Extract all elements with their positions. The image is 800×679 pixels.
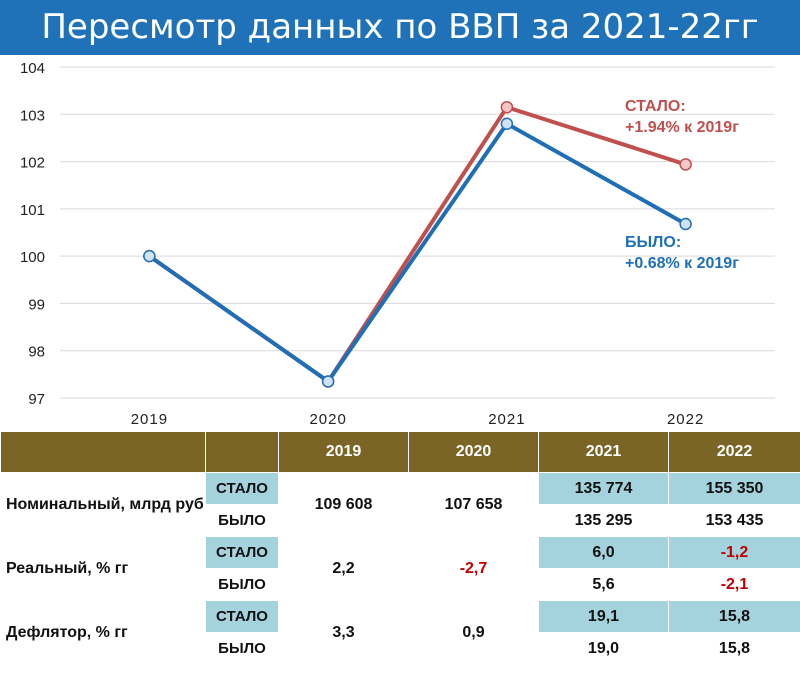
table-row: Реальный, % гг СТАЛО 2,2 -2,7 6,0 -1,2 <box>0 536 800 601</box>
data-point <box>321 375 335 388</box>
cell-deflator-2022-stalo: 15,8 <box>668 600 800 633</box>
cell-real-2020: -2,7 <box>408 536 539 601</box>
cell-real-2022-bylo: -2,1 <box>668 568 800 601</box>
status-stalo: СТАЛО <box>205 536 279 569</box>
header-year-2019: 2019 <box>278 431 409 473</box>
y-tick-label: 97 <box>28 391 45 408</box>
annotation-bylo: +0.68% к 2019г <box>625 255 739 272</box>
status-bylo: БЫЛО <box>205 568 279 601</box>
header-year-2020: 2020 <box>408 431 539 473</box>
series-line-stalo <box>148 105 687 384</box>
data-point <box>500 117 514 130</box>
annotation-bylo: БЫЛО: <box>625 234 681 251</box>
gdp-revision-table: 2019 2020 2021 2022 Номинальный, млрд ру… <box>0 431 800 665</box>
data-point <box>679 158 692 171</box>
table-row: БЫЛО 19,0 15,8 <box>1 632 800 665</box>
cell-real-2021-stalo: 6,0 <box>538 536 669 569</box>
cell-deflator-2021-stalo: 19,1 <box>538 600 669 633</box>
data-point <box>679 217 692 231</box>
cell-deflator-2022-bylo: 15,8 <box>668 632 800 665</box>
cell-deflator-2019: 3,3 <box>278 600 409 665</box>
series-line-bylo <box>148 121 687 384</box>
status-bylo: БЫЛО <box>205 632 279 665</box>
y-tick-label: 100 <box>20 249 45 266</box>
table-row: Дефлятор, % гг СТАЛО 3,3 0,9 19,1 15,8 <box>0 600 800 665</box>
row-label-nominal: Номинальный, млрд руб <box>0 472 206 537</box>
x-tick-label: 2020 <box>309 411 346 428</box>
gdp-line-chart: 97 98 99 100 101 102 103 104 2019 2020 2021 2022 СТА… <box>20 60 775 428</box>
cell-nominal-2021-bylo: 135 295 <box>538 504 669 537</box>
cell-real-2019: 2,2 <box>278 536 409 601</box>
y-tick-label: 101 <box>20 202 45 219</box>
header-year-2021: 2021 <box>538 431 669 473</box>
y-tick-label: 104 <box>20 60 45 77</box>
cell-deflator-2021-bylo: 19,0 <box>538 632 669 665</box>
table-row: Номинальный, млрд руб СТАЛО 109 608 107 … <box>0 472 800 537</box>
y-tick-label: 99 <box>28 296 45 313</box>
cell-nominal-2022-stalo: 155 350 <box>668 472 800 505</box>
row-label-deflator: Дефлятор, % гг <box>0 600 206 665</box>
header-year-2022: 2022 <box>668 431 800 473</box>
annotation-stalo: +1.94% к 2019г <box>625 119 739 136</box>
cell-real-2021-bylo: 5,6 <box>538 568 669 601</box>
cell-nominal-2022-bylo: 153 435 <box>668 504 800 537</box>
status-stalo: СТАЛО <box>205 472 279 505</box>
cell-nominal-2020: 107 658 <box>408 472 539 537</box>
page-title: Пересмотр данных по ВВП за 2021-22гг <box>41 7 759 47</box>
x-tick-label: 2021 <box>488 411 525 428</box>
status-stalo: СТАЛО <box>205 600 279 633</box>
y-tick-label: 98 <box>28 344 45 361</box>
annotation-stalo: СТАЛО: <box>625 98 686 115</box>
x-tick-label: 2019 <box>131 411 168 428</box>
x-tick-label: 2022 <box>667 411 704 428</box>
cell-real-2022-stalo: -1,2 <box>668 536 800 569</box>
table-header-row: 2019 2020 2021 2022 <box>0 431 800 473</box>
header-empty-cell <box>0 431 206 473</box>
cell-deflator-2020: 0,9 <box>408 600 539 665</box>
cell-nominal-2021-stalo: 135 774 <box>538 472 669 505</box>
row-label-real: Реальный, % гг <box>0 536 206 601</box>
header-empty-cell <box>205 431 279 473</box>
y-tick-label: 103 <box>20 107 45 124</box>
status-bylo: БЫЛО <box>205 504 279 537</box>
y-tick-label: 102 <box>20 155 45 172</box>
data-point <box>143 249 156 263</box>
table-row: БЫЛО 135 295 153 435 <box>1 504 800 537</box>
cell-nominal-2019: 109 608 <box>278 472 409 537</box>
data-point <box>500 100 514 114</box>
header-banner: Пересмотр данных по ВВП за 2021-22гг <box>0 0 800 55</box>
